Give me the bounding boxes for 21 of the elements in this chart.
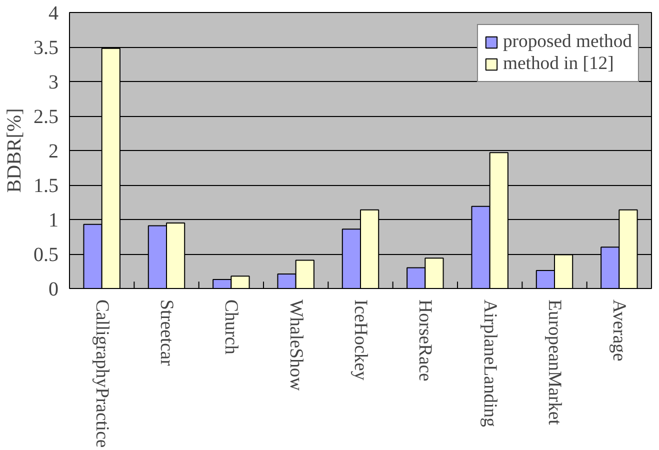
- y-tick-label: 2: [48, 140, 58, 162]
- y-tick-label: 1: [48, 210, 58, 232]
- x-tick-label: EuropeanMarket: [544, 300, 565, 426]
- x-tick-label: Streetcar: [156, 300, 177, 367]
- x-tick-label: WhaleShow: [285, 300, 306, 392]
- y-tick-label: 1.5: [34, 175, 58, 197]
- legend-label: proposed method: [502, 31, 632, 53]
- y-tick-label: 2.5: [34, 106, 58, 128]
- x-tick-label: Church: [220, 300, 242, 356]
- x-tick-label: HorseRace: [414, 300, 436, 382]
- y-tick-label: 3: [48, 72, 58, 94]
- x-tick-label: AirplaneLanding: [479, 300, 500, 427]
- y-axis-title: BDBR[%]: [4, 108, 26, 193]
- y-tick-label: 3.5: [34, 37, 58, 59]
- x-tick-label: CalligraphyPractice: [91, 300, 112, 448]
- y-tick-label: 0: [48, 278, 58, 300]
- x-tick-label: IceHockey: [350, 300, 371, 381]
- legend-label: method in [12]: [502, 53, 614, 75]
- y-tick-label: 0.5: [34, 244, 58, 266]
- y-tick-label: 4: [48, 2, 58, 24]
- x-tick-label: Average: [608, 300, 630, 362]
